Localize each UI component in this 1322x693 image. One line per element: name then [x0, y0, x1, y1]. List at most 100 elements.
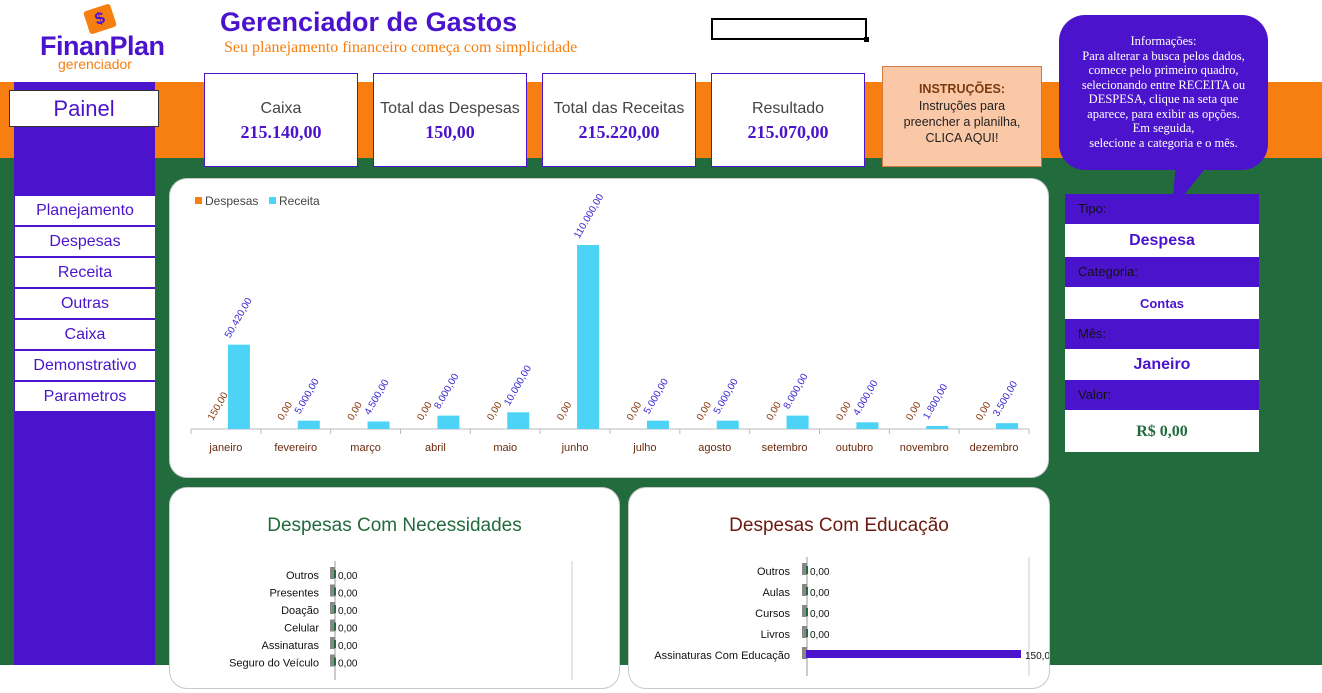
receita-bar [298, 421, 320, 429]
chart-title: Despesas Com Necessidades [267, 515, 522, 536]
receita-bar [368, 421, 390, 429]
mes-label: Mês: [1065, 326, 1106, 341]
data-label: 0,00 [338, 571, 358, 582]
valor-value: R$ 0,00 [1065, 416, 1259, 448]
x-tick-label: março [350, 442, 381, 454]
data-label: 0,00 [338, 641, 358, 652]
x-tick-label: maio [493, 442, 517, 454]
x-tick-label: novembro [900, 442, 949, 454]
receita-data-label: 5.000,00 [642, 377, 671, 417]
category-label: Aulas [762, 587, 790, 599]
info-line: comece pelo primeiro quadro, [1059, 63, 1268, 78]
x-tick-label: setembro [762, 442, 808, 454]
mes-label-row: Mês: [1065, 319, 1259, 349]
instructions-button[interactable]: INSTRUÇÕES: Instruções para preencher a … [882, 66, 1042, 167]
receita-bar [856, 422, 878, 429]
kpi-label: Resultado [712, 100, 864, 118]
info-line: aparece, para exibir as opções. [1059, 107, 1268, 122]
educacao-bar-chart: Despesas Com Educação Outros 0,00 Aulas 0,00… [629, 488, 1049, 688]
kpi-label: Total das Despesas [374, 100, 526, 118]
category-label: Assinaturas Com Educação [654, 650, 790, 662]
receita-data-label: 8.000,00 [782, 372, 811, 412]
bar [806, 629, 808, 637]
nav-parametros[interactable]: Parametros [15, 382, 155, 413]
painel-label: Painel [9, 90, 159, 127]
category-label: Outros [757, 566, 791, 578]
receita-bar [926, 426, 948, 429]
despesa-data-label: 0,00 [974, 400, 993, 423]
data-label: 0,00 [338, 589, 358, 600]
kpi-value: 150,00 [374, 122, 526, 143]
data-label: 0,00 [338, 624, 358, 635]
receita-bar [717, 421, 739, 429]
categoria-dropdown[interactable]: Contas [1065, 288, 1259, 320]
x-tick-label: dezembro [970, 442, 1019, 454]
page-subtitle: Seu planejamento financeiro começa com s… [224, 39, 577, 57]
kpi-value: 215.140,00 [205, 122, 357, 143]
data-label: 0,00 [810, 588, 830, 599]
nav-despesas[interactable]: Despesas [15, 227, 155, 258]
receita-bar [507, 412, 529, 429]
kpi-total-receitas: Total das Receitas 215.220,00 [542, 73, 696, 167]
data-label: 0,00 [338, 659, 358, 670]
valor-label-row: Valor: [1065, 380, 1259, 410]
kpi-value: 215.070,00 [712, 122, 864, 143]
receita-bar [996, 423, 1018, 429]
tipo-dropdown[interactable]: Despesa [1065, 225, 1259, 257]
data-label: 0,00 [810, 567, 830, 578]
nav-receita[interactable]: Receita [15, 258, 155, 289]
info-line: DESPESA, clique na seta que [1059, 92, 1268, 107]
filter-panel: Tipo: Despesa Categoria: Contas Mês: Jan… [1065, 194, 1259, 452]
receita-data-label: 110.000,00 [572, 192, 606, 241]
receita-bar [437, 416, 459, 429]
receita-data-label: 10.000,00 [502, 363, 534, 407]
selected-cell[interactable] [711, 18, 867, 40]
bar [334, 605, 336, 613]
category-label: Presentes [269, 588, 319, 600]
category-label: Celular [284, 623, 319, 635]
receita-data-label: 4.500,00 [363, 377, 392, 417]
category-label: Seguro do Veículo [229, 658, 319, 670]
chart-title: Despesas Com Educação [729, 515, 949, 536]
mes-dropdown[interactable]: Janeiro [1065, 349, 1259, 381]
receita-data-label: 3.500,00 [991, 379, 1020, 419]
info-line: selecione a categoria e o mês. [1059, 136, 1268, 151]
bar [334, 588, 336, 596]
category-label: Doação [281, 605, 319, 617]
kpi-total-despesas: Total das Despesas 150,00 [373, 73, 527, 167]
page-title: Gerenciador de Gastos [220, 7, 517, 38]
bar [334, 570, 336, 578]
x-tick-label: abril [425, 442, 446, 454]
categoria-label-row: Categoria: [1065, 257, 1259, 287]
receita-data-label: 50.420,00 [223, 296, 255, 340]
receita-data-label: 4.000,00 [851, 378, 880, 418]
instructions-heading: INSTRUÇÕES: [883, 82, 1041, 96]
nav-outras[interactable]: Outras [15, 289, 155, 320]
receita-data-label: 5.000,00 [293, 377, 322, 417]
legend-despesas-swatch [195, 197, 202, 204]
receita-bar [647, 421, 669, 429]
bar [334, 658, 336, 666]
tipo-label-row: Tipo: [1065, 194, 1259, 224]
nav-planejamento[interactable]: Planejamento [15, 196, 155, 227]
educacao-chart-panel: Despesas Com Educação Outros 0,00 Aulas 0,00… [628, 487, 1050, 689]
nav-caixa[interactable]: Caixa [15, 320, 155, 351]
receita-data-label: 1.800,00 [921, 382, 950, 422]
tipo-label: Tipo: [1065, 201, 1106, 216]
bar [806, 587, 808, 595]
despesa-data-label: 0,00 [765, 400, 784, 423]
category-label: Cursos [755, 608, 790, 620]
data-label: 150,00 [1025, 651, 1049, 662]
info-line: Para alterar a busca pelos dados, [1059, 49, 1268, 64]
x-tick-label: outubro [836, 442, 873, 454]
legend-receita-label: Receita [279, 194, 320, 208]
bar [806, 608, 808, 616]
category-label: Livros [761, 629, 791, 641]
receita-bar [577, 245, 599, 429]
x-tick-label: fevereiro [274, 442, 317, 454]
nav-demonstrativo[interactable]: Demonstrativo [15, 351, 155, 382]
kpi-label: Total das Receitas [543, 100, 695, 118]
valor-label: Valor: [1065, 387, 1111, 402]
